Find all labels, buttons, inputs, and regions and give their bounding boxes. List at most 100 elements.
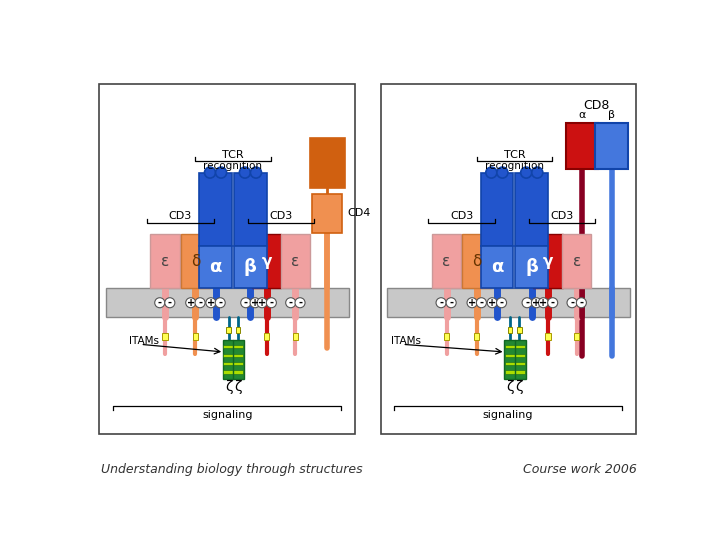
Circle shape (532, 167, 543, 178)
Text: α: α (491, 258, 503, 276)
Text: signaling: signaling (483, 410, 534, 420)
Text: -: - (551, 298, 554, 308)
Text: β: β (244, 258, 257, 276)
Bar (562, 234, 591, 288)
Bar (235, 327, 240, 333)
Text: -: - (525, 298, 529, 308)
Text: Understanding biology through structures: Understanding biology through structures (101, 463, 362, 476)
Bar (99, 84, 355, 434)
Bar (566, 123, 598, 168)
Circle shape (522, 298, 532, 308)
Text: -: - (269, 298, 274, 308)
Text: recognition: recognition (485, 161, 544, 171)
Text: +: + (532, 298, 541, 308)
Circle shape (576, 298, 586, 308)
Text: +: + (251, 298, 259, 308)
Text: β: β (526, 258, 538, 276)
Bar (234, 173, 266, 246)
Bar (223, 362, 243, 365)
Text: α: α (210, 258, 222, 276)
Bar (517, 327, 522, 333)
Bar (505, 345, 525, 348)
Bar (199, 246, 232, 288)
Bar (234, 246, 266, 288)
Text: α: α (578, 110, 586, 120)
Text: ITAMs: ITAMs (391, 336, 420, 346)
Bar (504, 340, 526, 379)
Circle shape (257, 298, 267, 308)
Circle shape (567, 298, 577, 308)
Text: -: - (570, 298, 574, 308)
Bar (534, 234, 563, 288)
Text: β: β (608, 110, 615, 120)
Text: ε: ε (572, 254, 581, 268)
Circle shape (206, 298, 216, 308)
Text: -: - (580, 298, 583, 308)
Text: ε: ε (161, 254, 169, 268)
Bar (508, 327, 513, 333)
Bar (292, 333, 298, 340)
Text: δ: δ (472, 254, 482, 268)
Bar (545, 333, 551, 340)
Text: CD4: CD4 (347, 208, 371, 218)
Text: ζ: ζ (225, 380, 233, 394)
Bar (264, 333, 269, 340)
Bar (222, 340, 244, 379)
Bar (281, 234, 310, 288)
Circle shape (487, 298, 498, 308)
Text: -: - (158, 298, 162, 308)
Bar (310, 138, 345, 188)
Text: -: - (168, 298, 172, 308)
Bar (226, 327, 231, 333)
Circle shape (477, 298, 487, 308)
Bar (387, 288, 630, 318)
Circle shape (497, 167, 508, 178)
Text: -: - (289, 298, 293, 308)
Circle shape (215, 298, 225, 308)
Bar (505, 370, 525, 374)
Text: Course work 2006: Course work 2006 (523, 463, 637, 476)
Bar (481, 173, 513, 246)
Bar (462, 234, 492, 288)
Circle shape (251, 167, 261, 178)
Text: ζ: ζ (234, 380, 242, 394)
Circle shape (266, 298, 276, 308)
Bar (444, 333, 449, 340)
Text: +: + (207, 298, 215, 308)
Circle shape (486, 167, 497, 178)
Text: TCR: TCR (503, 150, 525, 160)
Text: +: + (468, 298, 476, 308)
Bar (106, 288, 349, 318)
Text: CD3: CD3 (269, 212, 292, 221)
Circle shape (155, 298, 165, 308)
Text: δ: δ (191, 254, 200, 268)
Bar (595, 123, 628, 168)
Text: +: + (488, 298, 496, 308)
Bar (505, 354, 525, 356)
Circle shape (165, 298, 175, 308)
Bar (505, 362, 525, 365)
Circle shape (531, 298, 541, 308)
Bar (574, 333, 580, 340)
Circle shape (497, 298, 507, 308)
Circle shape (186, 298, 196, 308)
Bar (150, 234, 180, 288)
Bar (481, 246, 513, 288)
Text: γ: γ (261, 254, 272, 268)
Bar (432, 234, 462, 288)
Text: CD3: CD3 (450, 212, 473, 221)
Text: -: - (198, 298, 202, 308)
Text: +: + (539, 298, 547, 308)
Text: CD8: CD8 (584, 99, 610, 112)
Text: recognition: recognition (204, 161, 263, 171)
Bar (474, 333, 480, 340)
Text: -: - (244, 298, 248, 308)
Text: -: - (439, 298, 443, 308)
Circle shape (446, 298, 456, 308)
Circle shape (195, 298, 205, 308)
Bar (312, 194, 342, 233)
Bar (199, 173, 232, 246)
Bar (163, 333, 168, 340)
Bar (381, 84, 636, 434)
Text: ITAMs: ITAMs (129, 336, 158, 346)
